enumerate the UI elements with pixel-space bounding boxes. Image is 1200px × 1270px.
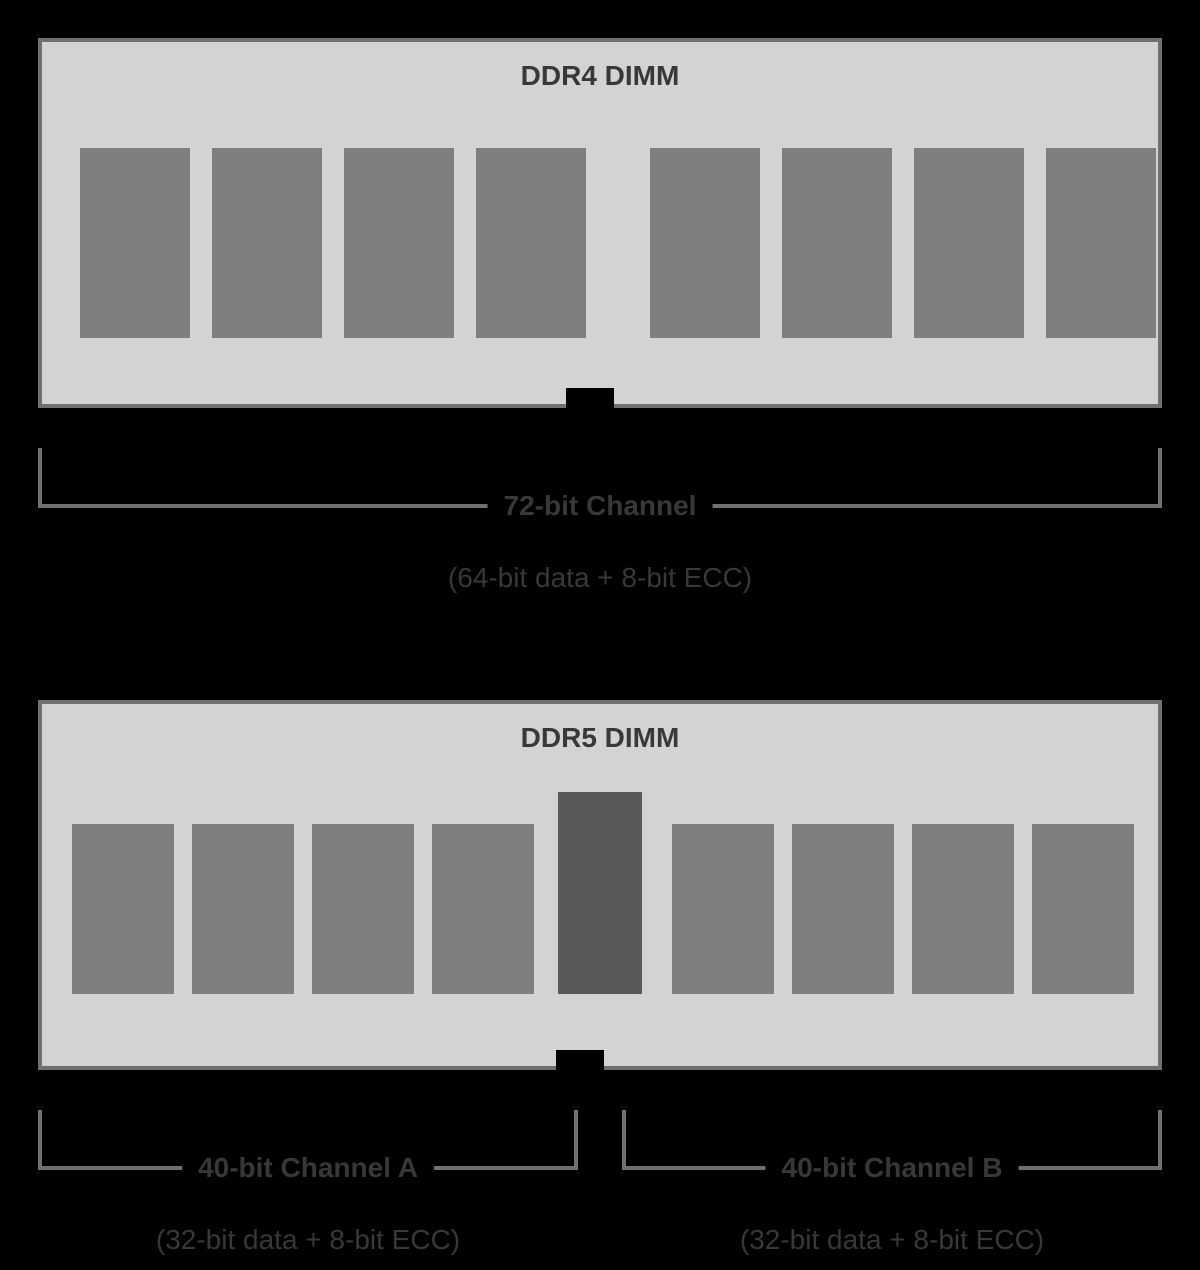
ddr4-channel-label: 72-bit Channel xyxy=(488,490,713,522)
ddr5-channel-a-sublabel: (32-bit data + 8-bit ECC) xyxy=(38,1224,578,1256)
ddr5-chip xyxy=(1032,824,1134,994)
ddr4-notch xyxy=(566,388,614,412)
ddr4-chip xyxy=(914,148,1024,338)
ddr4-chip xyxy=(476,148,586,338)
ddr4-chip xyxy=(782,148,892,338)
ddr5-chip xyxy=(432,824,534,994)
ddr4-channel-sublabel: (64-bit data + 8-bit ECC) xyxy=(0,562,1200,594)
ddr4-chip xyxy=(212,148,322,338)
ddr4-chip xyxy=(650,148,760,338)
ddr5-channel-b-sublabel: (32-bit data + 8-bit ECC) xyxy=(622,1224,1162,1256)
ddr5-chip xyxy=(72,824,174,994)
ddr5-channel-a-label: 40-bit Channel A xyxy=(182,1152,434,1184)
ddr5-chip xyxy=(792,824,894,994)
ddr5-notch xyxy=(556,1050,604,1074)
ddr4-chip xyxy=(344,148,454,338)
ddr5-chip xyxy=(672,824,774,994)
ddr5-pmic-chip xyxy=(558,792,642,994)
ddr5-title: DDR5 DIMM xyxy=(42,722,1158,754)
ddr4-title: DDR4 DIMM xyxy=(42,60,1158,92)
ddr5-chip xyxy=(192,824,294,994)
ddr4-chip xyxy=(80,148,190,338)
ddr5-chip xyxy=(312,824,414,994)
ddr4-chip xyxy=(1046,148,1156,338)
ddr5-chip xyxy=(912,824,1014,994)
ddr5-channel-b-label: 40-bit Channel B xyxy=(766,1152,1019,1184)
